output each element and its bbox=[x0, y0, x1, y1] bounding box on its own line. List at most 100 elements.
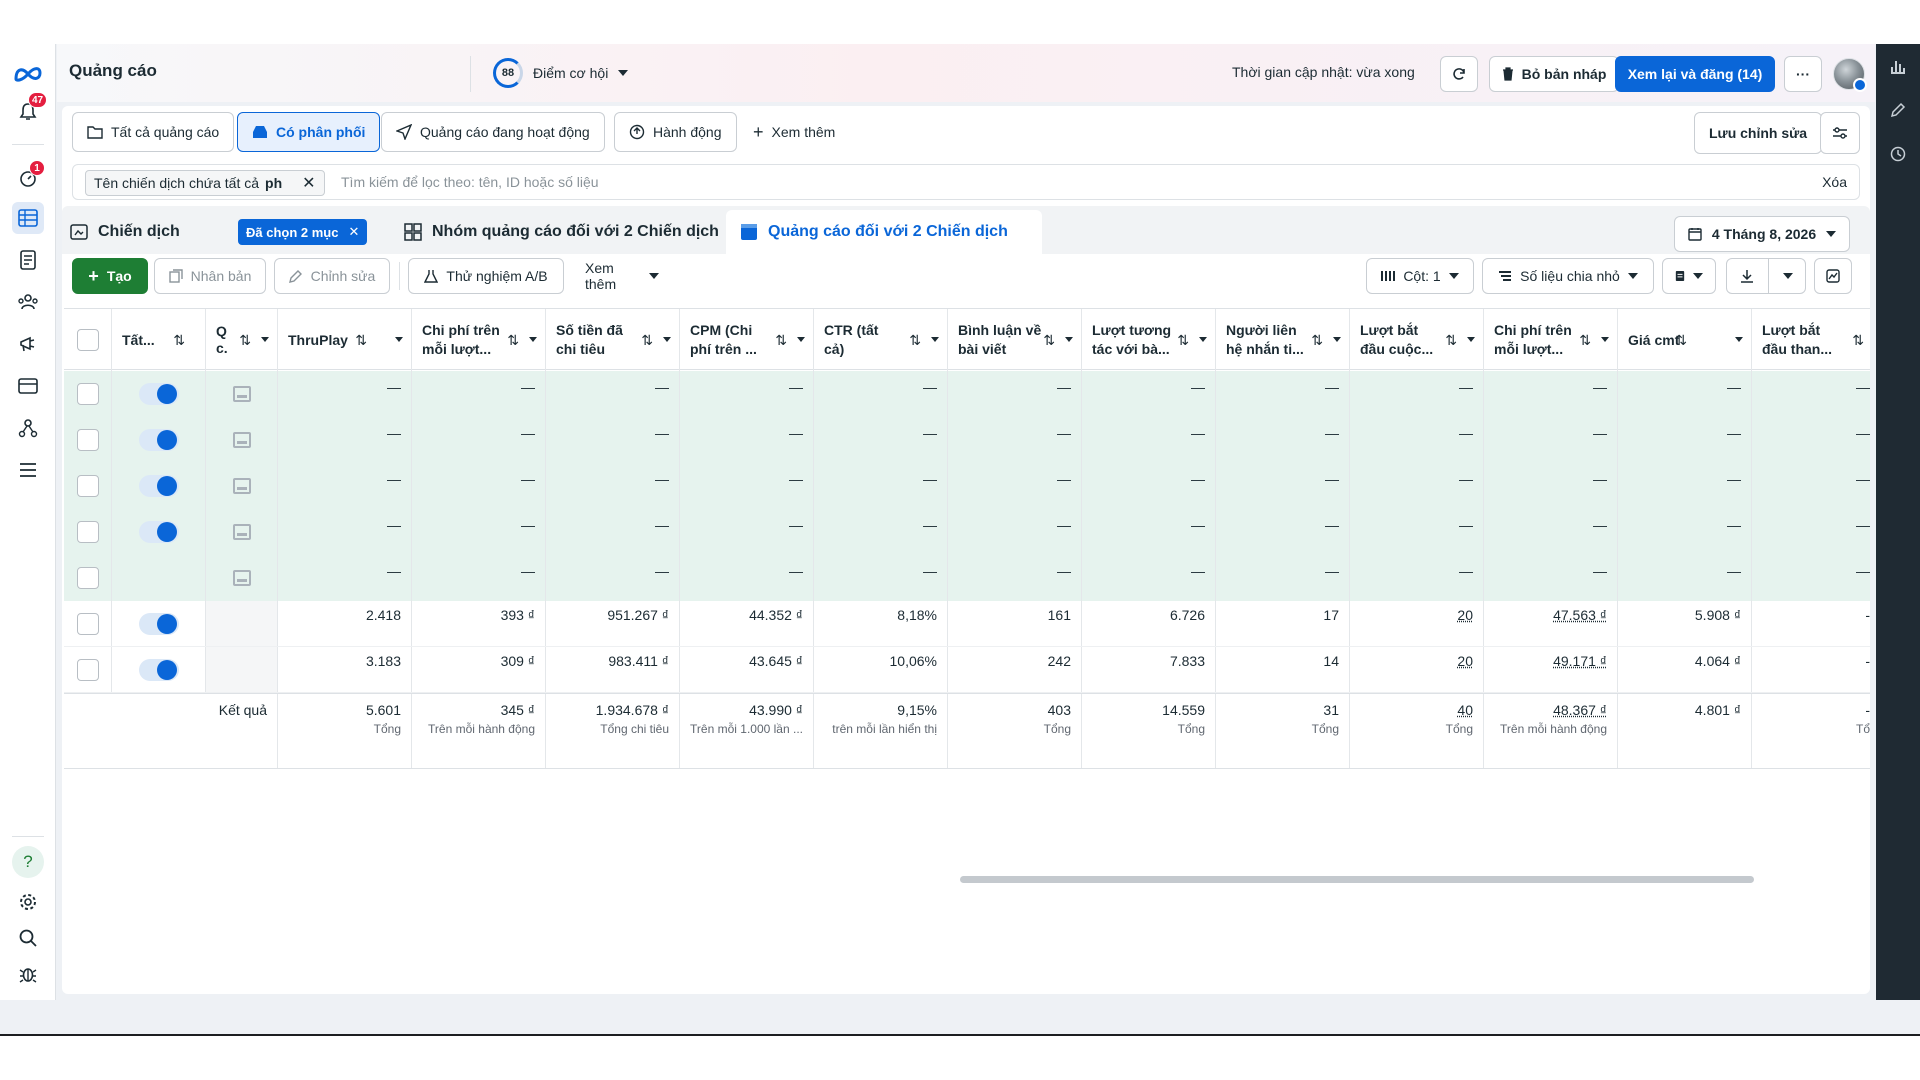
column-header-cost-per-conversation[interactable]: Chi phí trên mỗi lượt... ⇅ bbox=[1484, 309, 1618, 371]
history-clock-icon[interactable] bbox=[1888, 144, 1908, 164]
tab-adsets[interactable]: Nhóm quảng cáo đối với 2 Chiến dịch bbox=[404, 210, 719, 254]
table-cell: — bbox=[1484, 371, 1618, 417]
on-off-toggle[interactable] bbox=[138, 429, 179, 451]
filter-token[interactable]: Tên chiến dịch chứa tất cả ph ✕ bbox=[85, 170, 325, 196]
save-edits-button[interactable]: Lưu chỉnh sửa bbox=[1694, 112, 1823, 154]
column-header-post-engagement[interactable]: Lượt tương tác với bà... ⇅ bbox=[1082, 309, 1216, 371]
column-header-amount-spent[interactable]: Số tiền đã chi tiêu ⇅ bbox=[546, 309, 680, 371]
tab-ads[interactable]: Quảng cáo đối với 2 Chiến dịch bbox=[726, 210, 1042, 254]
column-header-onoff[interactable]: Tất... ⇅ bbox=[112, 309, 206, 371]
help-question-icon[interactable]: ? bbox=[12, 846, 44, 878]
column-header-conversations-started-2[interactable]: Lượt bắt đầu than... ⇅ bbox=[1762, 322, 1864, 357]
search-icon[interactable] bbox=[12, 922, 44, 954]
alerts-gauge-icon[interactable]: 1 bbox=[12, 160, 45, 194]
row-checkbox[interactable] bbox=[76, 383, 99, 405]
tab-campaigns[interactable]: Chiến dịch bbox=[70, 210, 180, 254]
column-header-messaging-contacts[interactable]: Người liên hệ nhắn ti... ⇅ bbox=[1216, 309, 1350, 371]
chevron-down-icon bbox=[1065, 337, 1073, 342]
table-row[interactable]: — — — — — — — — — — — — bbox=[64, 555, 1870, 601]
search-input[interactable]: Tìm kiếm để lọc theo: tên, ID hoặc số li… bbox=[341, 174, 599, 190]
ad-preview-icon[interactable] bbox=[232, 432, 251, 448]
chip-delivering[interactable]: Có phân phối bbox=[237, 112, 381, 152]
create-button[interactable]: + Tạo bbox=[72, 258, 148, 294]
column-header-post-comments[interactable]: Bình luận về bài viết ⇅ bbox=[948, 309, 1082, 371]
toolbar-see-more[interactable]: Xem thêm bbox=[572, 258, 672, 294]
campaign-megaphone-icon[interactable] bbox=[12, 328, 44, 360]
review-publish-button[interactable]: Xem lại và đăng (14) bbox=[1615, 56, 1775, 92]
bug-report-icon[interactable] bbox=[12, 958, 44, 990]
ad-preview-icon[interactable] bbox=[232, 524, 251, 540]
column-header-ctr[interactable]: CTR (tất cả) ⇅ bbox=[814, 309, 948, 371]
export-button[interactable] bbox=[1726, 258, 1806, 294]
billing-card-icon[interactable] bbox=[12, 370, 44, 402]
opportunity-score[interactable]: 88 Điểm cơ hội bbox=[493, 58, 629, 88]
meta-logo-icon[interactable] bbox=[12, 58, 44, 90]
bar-chart-icon[interactable] bbox=[1888, 56, 1908, 76]
column-header-cpm[interactable]: CPM (Chi phí trên ... ⇅ bbox=[680, 309, 814, 371]
charts-button[interactable] bbox=[1814, 258, 1852, 294]
horizontal-scrollbar[interactable] bbox=[960, 876, 1754, 883]
reports-document-icon[interactable] bbox=[12, 244, 44, 276]
chevron-down-icon[interactable] bbox=[1782, 273, 1793, 279]
on-off-toggle[interactable] bbox=[138, 658, 179, 681]
row-checkbox[interactable] bbox=[76, 475, 99, 497]
ad-preview-icon[interactable] bbox=[232, 386, 251, 402]
settings-gear-icon[interactable] bbox=[12, 886, 44, 918]
chip-active-ads[interactable]: Quảng cáo đang hoạt động bbox=[381, 112, 605, 152]
filter-search-bar[interactable]: Tên chiến dịch chứa tất cả ph ✕ Tìm kiếm… bbox=[72, 164, 1860, 200]
selected-count-pill[interactable]: Đã chọn 2 mục ✕ bbox=[238, 219, 368, 245]
tab-ads-label: Quảng cáo đối với 2 Chiến dịch bbox=[768, 223, 1008, 240]
column-header-conversations-started[interactable]: Lượt bắt đầu cuộc... ⇅ bbox=[1350, 309, 1484, 371]
on-off-toggle[interactable] bbox=[138, 475, 179, 497]
pencil-edit-icon[interactable] bbox=[1888, 100, 1908, 120]
sort-icon: ⇅ bbox=[1675, 332, 1687, 348]
business-network-icon[interactable] bbox=[12, 412, 44, 444]
close-icon[interactable]: ✕ bbox=[302, 175, 316, 192]
notifications-bell-icon[interactable]: 47 bbox=[12, 92, 48, 128]
date-range-picker[interactable]: 4 Tháng 8, 2026 bbox=[1674, 216, 1850, 252]
edit-button[interactable]: Chỉnh sửa bbox=[274, 258, 390, 294]
reports-dropdown-button[interactable] bbox=[1662, 258, 1716, 294]
chip-see-more[interactable]: + Xem thêm bbox=[738, 112, 851, 152]
row-checkbox[interactable] bbox=[76, 429, 99, 451]
table-row[interactable]: — — — — — — — — — — — — bbox=[64, 417, 1870, 463]
ab-test-button[interactable]: Thử nghiệm A/B bbox=[408, 258, 564, 294]
ads-manager-table-icon[interactable] bbox=[12, 202, 44, 234]
chip-actions[interactable]: Hành động bbox=[614, 112, 737, 152]
row-checkbox[interactable] bbox=[76, 521, 99, 543]
on-off-toggle[interactable] bbox=[138, 383, 179, 405]
columns-button[interactable]: Cột: 1 bbox=[1366, 258, 1474, 294]
column-header-thruplay[interactable]: ThruPlay ⇅ bbox=[278, 309, 412, 371]
refresh-button[interactable] bbox=[1440, 56, 1478, 92]
column-header-quality[interactable]: Q c. ⇅ bbox=[206, 309, 278, 371]
table-row[interactable]: — — — — — — — — — — — — bbox=[64, 463, 1870, 509]
select-all-checkbox[interactable] bbox=[76, 329, 99, 351]
sort-icon: ⇅ bbox=[1445, 332, 1457, 348]
discard-draft-button[interactable]: Bỏ bản nháp bbox=[1489, 56, 1619, 92]
breakdown-button[interactable]: Số liệu chia nhỏ bbox=[1482, 258, 1654, 294]
row-checkbox[interactable] bbox=[76, 567, 99, 589]
audiences-people-icon[interactable] bbox=[12, 286, 44, 318]
on-off-toggle[interactable] bbox=[138, 521, 179, 543]
avatar[interactable] bbox=[1833, 58, 1867, 92]
menu-hamburger-icon[interactable] bbox=[12, 454, 44, 486]
ad-preview-icon[interactable] bbox=[232, 570, 251, 586]
row-checkbox[interactable] bbox=[76, 658, 99, 681]
column-header-cost-per-result[interactable]: Chi phí trên mỗi lượt... ⇅ bbox=[412, 309, 546, 371]
cell-value: 983.411 ₫ bbox=[608, 653, 669, 669]
on-off-toggle[interactable] bbox=[138, 612, 179, 635]
row-toggle-cell bbox=[112, 647, 206, 692]
column-header-comment-cost[interactable]: Giá cmt ⇅ bbox=[1618, 309, 1752, 371]
table-row[interactable]: 2.418 393 ₫ 951.267 ₫ 44.352 ₫ 8,18% 161 6.726… bbox=[64, 601, 1870, 647]
table-row[interactable]: — — — — — — — — — — — — bbox=[64, 371, 1870, 417]
ad-preview-icon[interactable] bbox=[232, 478, 251, 494]
row-checkbox[interactable] bbox=[76, 612, 99, 635]
table-row[interactable]: 3.183 309 ₫ 983.411 ₫ 43.645 ₫ 10,06% 242 7.83… bbox=[64, 647, 1870, 693]
chip-all-ads[interactable]: Tất cả quảng cáo bbox=[72, 112, 235, 152]
duplicate-button[interactable]: Nhân bản bbox=[154, 258, 266, 294]
more-options-button[interactable]: ··· bbox=[1784, 56, 1822, 92]
close-icon[interactable]: ✕ bbox=[348, 224, 360, 239]
clear-filters-link[interactable]: Xóa bbox=[1822, 174, 1847, 190]
customize-filters-button[interactable] bbox=[1820, 112, 1860, 154]
table-row[interactable]: — — — — — — — — — — — — bbox=[64, 509, 1870, 555]
